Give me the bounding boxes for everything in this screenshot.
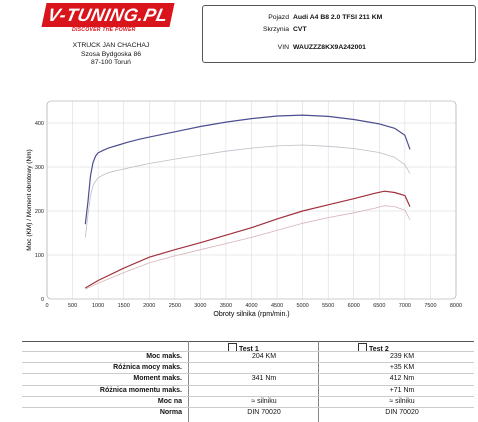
x-tick-label: 3000 [194, 303, 206, 309]
test1-header-label: Test 1 [239, 346, 259, 353]
x-tick-label: 5000 [297, 303, 309, 309]
table-row: Różnica momentu maks. +71 Nm [22, 386, 474, 396]
row-label: Moment maks. [133, 375, 182, 383]
test1-value: 204 KM [251, 353, 277, 360]
table-row: Moc na ≈ silniku ≈ silniku [22, 397, 474, 407]
test2-value: 239 KM [389, 353, 415, 360]
vin-label: VIN [277, 44, 289, 51]
results-table: Test 1 Test 2 Moc maks. 204 KM 239 KM Różni… [22, 341, 474, 422]
logo-tagline: DISCOVER THE POWER [72, 27, 136, 33]
row-label: Norma [159, 409, 182, 416]
row-label: Moc maks. [146, 353, 182, 360]
row-divider [22, 351, 474, 352]
x-tick-label: 7500 [424, 303, 436, 309]
row-label: Różnica mocy maks. [113, 364, 182, 372]
test2-value: 412 Nm [389, 375, 415, 383]
test1-value: DIN 70020 [247, 409, 281, 416]
vehicle-value: Audi A4 B8 2.0 TFSI 211 KM [293, 14, 383, 21]
test1-value: 341 Nm [251, 375, 277, 383]
brand-logo: V-TUNING.PL DISCOVER THE POWER [41, 3, 175, 35]
x-tick-label: 1500 [118, 303, 130, 309]
y-tick-label: 100 [35, 253, 44, 259]
y-tick-label: 400 [35, 121, 44, 127]
gearbox-value: CVT [293, 26, 307, 33]
test2-value: +35 KM [389, 364, 415, 372]
y-tick-label: 0 [41, 297, 44, 303]
series-line-lower-light [85, 205, 411, 290]
series-line-upper-light [84, 144, 411, 238]
row-label: Moc na [157, 397, 182, 405]
company-address: XTRUCK JAN CHACHAJ Szosa Bydgoska 86 87-… [56, 42, 166, 68]
vehicle-info-box: Pojazd Audi A4 B8 2.0 TFSI 211 KM Skrzyni… [202, 5, 476, 63]
x-tick-label: 6500 [373, 303, 385, 309]
test1-value: ≈ silniku [251, 397, 277, 405]
table-row: Różnica mocy maks. +35 KM [22, 363, 474, 373]
gearbox-label: Skrzynia [262, 26, 289, 33]
row-label: Różnica momentu maks. [99, 386, 182, 394]
table-header: Test 1 Test 2 [22, 341, 474, 353]
x-tick-label: 500 [68, 303, 77, 309]
table-row: Norma DIN 70020 DIN 70020 [22, 408, 474, 418]
x-tick-label: 7000 [399, 303, 411, 309]
x-tick-label: 0 [45, 303, 48, 309]
y-axis-label: Moc (KM) / Moment obrotowy (Nm) [26, 149, 33, 251]
vehicle-label: Pojazd [268, 14, 289, 21]
test2-value: DIN 70020 [385, 409, 419, 416]
logo-wordmark: V-TUNING.PL [41, 3, 175, 27]
vehicle-row: Pojazd Audi A4 B8 2.0 TFSI 211 KM [203, 14, 382, 21]
row-divider [22, 362, 474, 364]
row-divider [22, 384, 474, 386]
vin-value: WAUZZZ8KX9A242001 [293, 44, 366, 51]
gearbox-row: Skrzynia CVT [203, 26, 307, 33]
company-name: XTRUCK JAN CHACHAJ [72, 42, 150, 49]
x-tick-label: 5500 [322, 303, 334, 309]
x-tick-label: 6000 [348, 303, 360, 309]
series-lines [84, 114, 411, 290]
dyno-chart-svg: 0 500 1000 1500 2000 2500 3000 3500 4000 4500 5000… [26, 100, 462, 318]
x-tick-label: 2000 [143, 303, 155, 309]
table-row: Moc maks. 204 KM 239 KM [22, 352, 474, 362]
grid [46, 100, 457, 300]
x-tick-label: 8000 [450, 303, 462, 309]
x-tick-label: 4500 [271, 303, 283, 309]
tick-labels: 0 500 1000 1500 2000 2500 3000 3500 4000 4500 5000… [35, 121, 462, 309]
column-divider [188, 341, 189, 422]
series-line-upper-dark [84, 114, 411, 225]
x-axis-label: Obroty silnika (rpm/min.) [213, 311, 289, 318]
row-divider [22, 407, 474, 408]
company-city: 87-100 Toruń [91, 59, 131, 67]
x-tick-label: 1000 [92, 303, 104, 309]
row-divider [22, 373, 474, 375]
dyno-chart: 0 500 1000 1500 2000 2500 3000 3500 4000 4500 5000… [0, 93, 478, 325]
company-street: Szosa Bydgoska 86 [80, 50, 142, 58]
x-tick-label: 2500 [169, 303, 181, 309]
test2-value: ≈ silniku [389, 397, 415, 405]
y-tick-label: 200 [35, 209, 44, 215]
row-divider [22, 395, 474, 397]
vin-row: VIN WAUZZZ8KX9A242001 [203, 44, 366, 51]
x-tick-label: 3500 [220, 303, 232, 309]
table-row: Moment maks. 341 Nm 412 Nm [22, 374, 474, 384]
x-tick-label: 4000 [245, 303, 257, 309]
y-tick-label: 300 [35, 165, 44, 171]
test2-value: +71 Nm [389, 386, 415, 394]
test2-header-label: Test 2 [369, 346, 389, 353]
column-divider [318, 341, 319, 422]
series-line-lower-dark [84, 190, 411, 289]
